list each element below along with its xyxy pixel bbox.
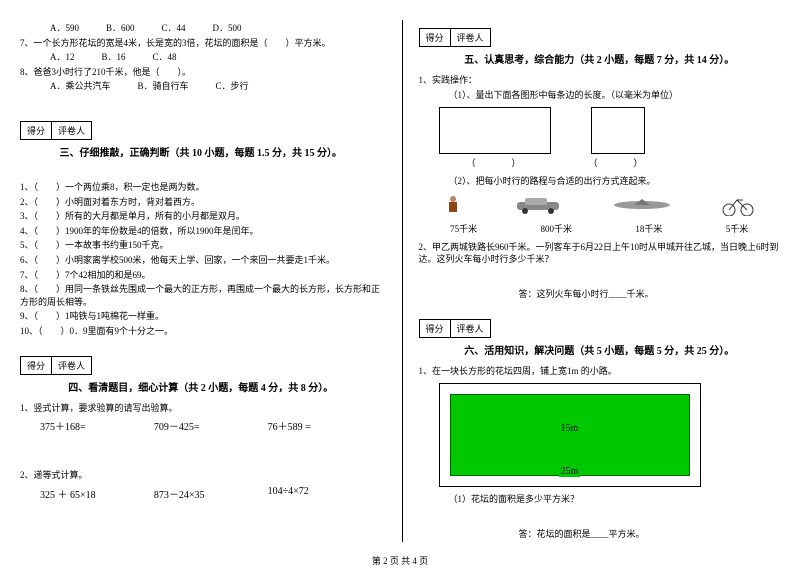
- grader-label: 评卷人: [450, 319, 491, 338]
- bike-icon: [721, 194, 755, 216]
- flowerbed-diagram: 15m 25m: [439, 383, 701, 487]
- judge-4: 4、（ ）1900年的年份数是4的倍数，所以1900年是闰年。: [20, 225, 382, 238]
- apply-1-answer: 答：花坛的面积是____平方米。: [419, 528, 781, 541]
- page-footer: 第 2 页 共 4 页: [20, 554, 780, 567]
- section-6-title: 六、活用知识，解决问题（共 5 小题，每题 5 分，共 25 分）。: [419, 342, 781, 357]
- practice-2: 2、甲乙两城铁路长960千米。一列客车于6月22日上午10时从甲城开往乙城，当日…: [419, 241, 781, 266]
- q6-options: A．590 B．600 C．44 D．500: [20, 22, 382, 35]
- distance-row: 75千米 800千米 18千米 5千米: [419, 222, 781, 235]
- calc-1c: 76＋589 =: [268, 418, 382, 433]
- calc-1a: 375＋168=: [40, 418, 154, 433]
- score-label: 得分: [20, 356, 52, 375]
- q8: 8、爸爸3小时行了210千米，他是（ ）。: [20, 66, 382, 79]
- judge-2: 2、（ ）小明面对着东方时，背对着西方。: [20, 196, 382, 209]
- score-box-3: 得分 评卷人: [20, 121, 382, 140]
- grader-label: 评卷人: [51, 356, 92, 375]
- flowerbed-inner: 15m 25m: [450, 394, 690, 476]
- dist-3: 18千米: [635, 222, 662, 235]
- vehicle-row: [419, 194, 781, 216]
- practice-1: 1、实践操作：: [419, 74, 781, 87]
- dist-2: 800千米: [541, 222, 573, 235]
- dist-4: 5千米: [726, 222, 749, 235]
- score-box-6: 得分 评卷人: [419, 319, 781, 338]
- grader-label: 评卷人: [51, 121, 92, 140]
- judge-6: 6、（ ）小明家离学校500米，他每天上学、回家，一个来回一共要走1千米。: [20, 254, 382, 267]
- score-label: 得分: [419, 28, 451, 47]
- grader-label: 评卷人: [450, 28, 491, 47]
- rect-shape-2: [591, 107, 645, 154]
- q7-options: A．12 B．16 C．48: [20, 51, 382, 64]
- dist-1: 75千米: [450, 222, 477, 235]
- calc-1-head: 1、竖式计算，要求验算的请写出验算。: [20, 402, 382, 415]
- walk-icon: [443, 194, 463, 216]
- calc-2-head: 2、递等式计算。: [20, 469, 382, 482]
- calc-2-row: 325 ＋ 65×18 873－24×35 104÷4×72: [20, 486, 382, 501]
- score-box-4: 得分 评卷人: [20, 356, 382, 375]
- dim-25m: 25m: [559, 466, 581, 477]
- judge-7: 7、（ ）7个42相加的和是69。: [20, 269, 382, 282]
- section-5-title: 五、认真思考，综合能力（共 2 小题，每题 7 分，共 14 分）。: [419, 51, 781, 66]
- judge-10: 10、（ ）0．9里面有9个十分之一。: [20, 325, 382, 338]
- score-label: 得分: [419, 319, 451, 338]
- score-label: 得分: [20, 121, 52, 140]
- measure-shapes: [439, 107, 781, 154]
- judge-8: 8、（ ）用同一条铁丝先围成一个最大的正方形，再围成一个最大的长方形，长方形和正…: [20, 283, 382, 308]
- calc-1b: 709－425=: [154, 418, 268, 433]
- apply-1: 1、在一块长方形的花坛四周，铺上宽1m 的小路。: [419, 365, 781, 378]
- calc-1-row: 375＋168= 709－425= 76＋589 =: [20, 418, 382, 433]
- section-4-title: 四、看清题目，细心计算（共 2 小题，每题 4 分，共 8 分）。: [20, 379, 382, 394]
- section-3-title: 三、仔细推敲，正确判断（共 10 小题，每题 1.5 分，共 15 分）。: [20, 144, 382, 159]
- practice-1-1: （1）、量出下面各图形中每条边的长度。（以毫米为单位）: [419, 89, 781, 102]
- dim-15m: 15m: [561, 423, 579, 434]
- calc-2a: 325 ＋ 65×18: [40, 486, 154, 501]
- rect-shape-1: [439, 107, 551, 154]
- judge-5: 5、（ ）一本故事书约重150千克。: [20, 239, 382, 252]
- judge-9: 9、（ ）1吨铁与1吨棉花一样重。: [20, 310, 382, 323]
- calc-2b: 873－24×35: [154, 486, 268, 501]
- plane-icon: [612, 194, 672, 216]
- paren-1: （ ）: [439, 156, 549, 169]
- q8-options: A．乘公共汽车 B．骑自行车 C．步行: [20, 80, 382, 93]
- score-box-5: 得分 评卷人: [419, 28, 781, 47]
- car-icon: [513, 194, 563, 216]
- paren-2: （ ）: [589, 156, 641, 169]
- q7: 7、一个长方形花坛的宽是4米，长是宽的3倍，花坛的面积是（ ）平方米。: [20, 37, 382, 50]
- judge-1: 1、（ ）一个两位乘8，积一定也是两为数。: [20, 181, 382, 194]
- practice-1-2: （2）、把每小时行的路程与合适的出行方式连起来。: [419, 175, 781, 188]
- apply-1-1: （1）花坛的面积是多少平方米？: [419, 493, 781, 506]
- practice-2-answer: 答：这列火车每小时行____千米。: [419, 288, 781, 301]
- measure-labels: （ ） （ ）: [439, 156, 781, 169]
- calc-2c: 104÷4×72: [268, 486, 382, 501]
- judge-3: 3、（ ）所有的大月都是单月，所有的小月都是双月。: [20, 210, 382, 223]
